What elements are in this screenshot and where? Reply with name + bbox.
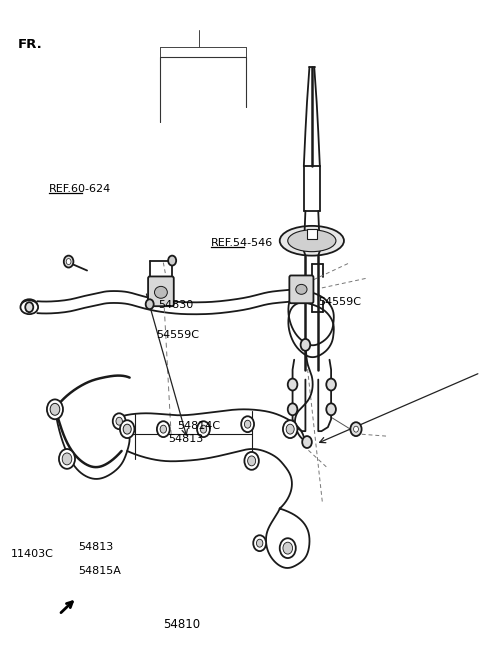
Ellipse shape: [296, 285, 307, 295]
Text: REF.60-624: REF.60-624: [49, 184, 111, 194]
Bar: [307, 229, 317, 239]
Circle shape: [283, 420, 298, 438]
Text: 54813: 54813: [168, 434, 204, 444]
Circle shape: [157, 421, 170, 437]
FancyBboxPatch shape: [148, 277, 174, 306]
Text: 54813: 54813: [78, 542, 113, 552]
Circle shape: [248, 456, 256, 466]
Circle shape: [326, 403, 336, 415]
Text: 54559C: 54559C: [318, 297, 361, 307]
Circle shape: [168, 256, 176, 266]
Circle shape: [241, 416, 254, 432]
Circle shape: [286, 424, 294, 434]
Circle shape: [300, 339, 310, 351]
Circle shape: [354, 426, 359, 432]
Ellipse shape: [21, 301, 38, 314]
Text: 11403C: 11403C: [11, 549, 54, 559]
FancyBboxPatch shape: [289, 275, 313, 303]
Circle shape: [244, 452, 259, 470]
Circle shape: [280, 538, 296, 558]
Circle shape: [197, 421, 210, 437]
Circle shape: [64, 256, 73, 268]
Circle shape: [288, 378, 298, 391]
Text: 54810: 54810: [163, 618, 201, 631]
Ellipse shape: [21, 299, 37, 311]
Text: 54830: 54830: [158, 300, 193, 310]
Circle shape: [145, 299, 154, 309]
Circle shape: [50, 403, 60, 415]
Circle shape: [116, 417, 122, 425]
Circle shape: [244, 420, 251, 428]
Circle shape: [302, 436, 312, 448]
Circle shape: [288, 403, 298, 415]
Circle shape: [66, 258, 71, 264]
Circle shape: [350, 422, 361, 436]
Circle shape: [59, 449, 75, 469]
Text: REF.54-546: REF.54-546: [211, 239, 273, 248]
Circle shape: [120, 420, 134, 438]
Circle shape: [123, 424, 131, 434]
Circle shape: [113, 413, 126, 429]
Circle shape: [47, 399, 63, 419]
Circle shape: [283, 542, 293, 554]
Circle shape: [253, 535, 266, 551]
Circle shape: [25, 302, 33, 312]
Ellipse shape: [280, 226, 344, 256]
Text: 54815A: 54815A: [78, 566, 121, 576]
Text: FR.: FR.: [18, 38, 43, 51]
Ellipse shape: [288, 230, 336, 252]
Circle shape: [62, 453, 72, 465]
Circle shape: [256, 539, 263, 547]
Circle shape: [326, 378, 336, 391]
Circle shape: [200, 425, 207, 433]
Text: 54559C: 54559C: [156, 330, 199, 340]
Text: 54814C: 54814C: [177, 421, 220, 431]
Ellipse shape: [155, 287, 168, 299]
Circle shape: [160, 425, 167, 433]
